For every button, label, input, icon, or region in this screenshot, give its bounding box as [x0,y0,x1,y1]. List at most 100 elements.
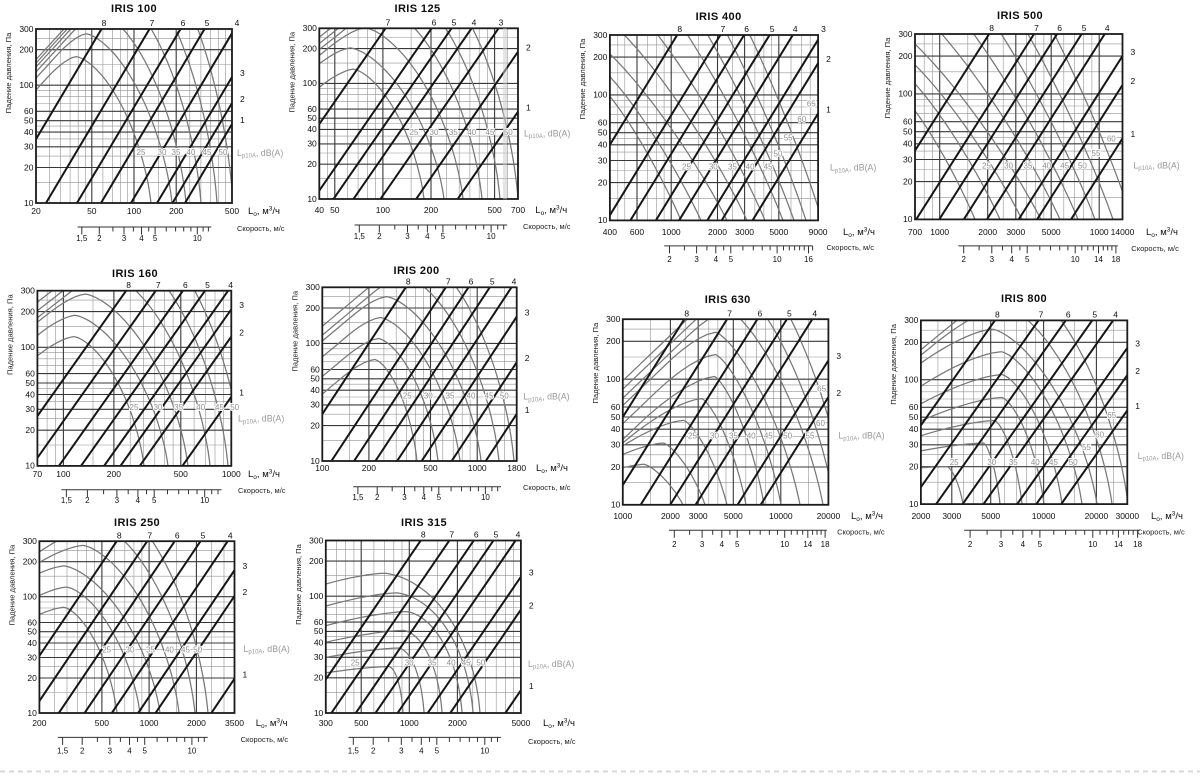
svg-text:60: 60 [598,118,608,128]
svg-text:Lp10A, dB(A): Lp10A, dB(A) [524,128,570,140]
svg-text:1: 1 [826,104,831,114]
svg-text:20: 20 [310,420,320,430]
svg-text:40: 40 [447,659,456,668]
svg-text:300: 300 [23,536,37,546]
svg-text:14: 14 [1094,255,1103,264]
svg-text:10: 10 [314,708,324,718]
svg-text:40: 40 [314,638,324,648]
svg-text:1000: 1000 [400,718,419,728]
svg-text:Скорость, м/с: Скорость, м/с [523,222,571,231]
svg-text:6: 6 [469,277,474,287]
svg-text:25: 25 [102,646,111,655]
svg-text:4: 4 [516,530,521,540]
svg-text:45: 45 [485,392,494,401]
svg-text:7: 7 [386,18,391,28]
svg-text:30: 30 [598,155,608,165]
svg-text:30: 30 [27,652,37,662]
svg-text:20: 20 [307,159,317,169]
svg-text:20: 20 [611,462,621,472]
svg-text:2000: 2000 [708,227,727,237]
svg-text:45: 45 [486,128,495,137]
svg-text:8: 8 [102,18,107,28]
svg-text:35: 35 [172,148,181,157]
svg-text:2: 2 [375,493,380,502]
svg-text:8: 8 [684,308,689,318]
svg-text:IRIS 315: IRIS 315 [401,517,447,529]
svg-text:10000: 10000 [769,511,793,521]
svg-text:1,5: 1,5 [61,496,73,505]
svg-text:5: 5 [490,277,495,287]
svg-text:Скорость, м/с: Скорость, м/с [1131,244,1179,253]
svg-text:4: 4 [720,540,725,549]
svg-text:Lo, м3/ч: Lo, м3/ч [543,718,575,730]
svg-text:45: 45 [203,148,212,157]
svg-text:1: 1 [243,670,248,680]
svg-text:50: 50 [307,113,317,123]
svg-text:3500: 3500 [225,718,244,728]
svg-text:1: 1 [1135,401,1140,411]
svg-text:25: 25 [688,431,697,440]
svg-text:40: 40 [611,424,621,434]
svg-text:5: 5 [1038,540,1043,549]
svg-text:50: 50 [774,150,783,159]
svg-text:55: 55 [806,431,815,440]
svg-text:200: 200 [169,206,183,216]
svg-text:35: 35 [174,403,183,412]
svg-text:Падение давления, Па: Падение давления, Па [883,37,892,118]
svg-text:8: 8 [677,24,682,34]
svg-text:50: 50 [903,127,913,137]
svg-text:40: 40 [746,163,755,172]
svg-text:5: 5 [142,747,147,756]
svg-text:40: 40 [307,124,317,134]
svg-text:5000: 5000 [724,511,743,521]
svg-text:50: 50 [598,128,608,138]
svg-text:5: 5 [729,255,734,264]
svg-text:700: 700 [908,227,922,237]
svg-text:30: 30 [158,148,167,157]
svg-text:200: 200 [904,337,918,347]
svg-text:9000: 9000 [809,227,828,237]
svg-text:5: 5 [205,18,210,28]
svg-text:2: 2 [97,234,102,243]
svg-text:Lp10A, dB(A): Lp10A, dB(A) [1133,160,1179,172]
svg-text:IRIS 125: IRIS 125 [394,3,440,15]
svg-text:50: 50 [500,392,509,401]
svg-text:4: 4 [1009,255,1014,264]
svg-text:Падение давления, Па: Падение давления, Па [294,543,303,624]
svg-text:35: 35 [1009,458,1018,467]
svg-text:4: 4 [235,18,240,28]
svg-text:3: 3 [239,300,244,310]
svg-text:Скорость, м/с: Скорость, м/с [238,486,286,495]
svg-text:7: 7 [150,18,155,28]
svg-text:Lp10A, dB(A): Lp10A, dB(A) [244,644,290,656]
svg-text:4: 4 [136,496,141,505]
svg-text:45: 45 [764,163,773,172]
svg-text:500: 500 [174,469,188,479]
svg-text:10: 10 [611,500,621,510]
svg-text:40: 40 [467,128,476,137]
svg-text:500: 500 [354,718,368,728]
svg-text:100: 100 [898,89,912,99]
svg-text:8: 8 [117,530,122,540]
svg-text:30: 30 [314,652,324,662]
svg-text:40: 40 [467,392,476,401]
svg-text:Lp10A, dB(A): Lp10A, dB(A) [838,431,884,443]
svg-text:10: 10 [27,708,37,718]
svg-text:30: 30 [424,392,433,401]
svg-text:4: 4 [228,280,233,290]
svg-text:30: 30 [1004,161,1013,170]
svg-text:5: 5 [437,493,442,502]
svg-text:Lp10A, dB(A): Lp10A, dB(A) [1138,451,1184,463]
svg-text:Lo, м3/ч: Lo, м3/ч [248,206,280,218]
svg-text:1: 1 [526,103,531,113]
svg-text:1000: 1000 [468,463,487,473]
svg-text:500: 500 [423,463,437,473]
svg-text:40: 40 [196,403,205,412]
svg-text:3: 3 [694,255,699,264]
svg-text:4: 4 [228,530,233,540]
svg-text:30: 30 [987,458,996,467]
svg-text:2: 2 [85,496,90,505]
svg-text:30: 30 [710,431,719,440]
svg-text:10: 10 [193,234,202,243]
svg-text:50: 50 [24,116,34,126]
